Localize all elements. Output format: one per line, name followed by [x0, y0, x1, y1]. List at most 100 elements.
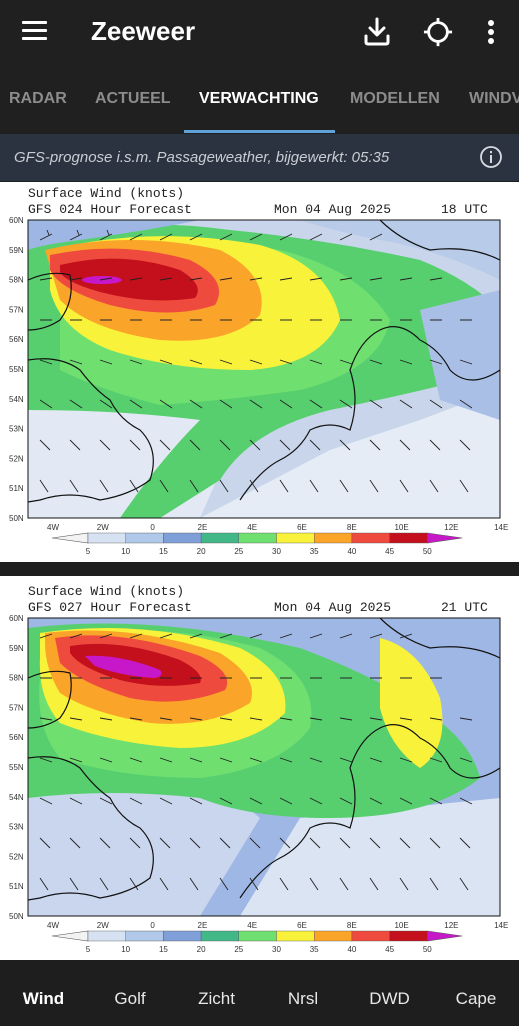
legend-swatch — [389, 532, 428, 544]
legend-swatch — [200, 930, 240, 942]
tab-bar: RADAR ACTUEEL VERWACHTING MODELLEN WINDV — [0, 66, 519, 134]
lat-tick-label: 55N — [9, 365, 24, 374]
lat-tick-label: 59N — [9, 246, 24, 255]
download-icon[interactable] — [362, 16, 392, 48]
lat-tick-label: 57N — [9, 305, 24, 314]
legend-swatch — [351, 930, 390, 942]
legend-swatch — [200, 532, 240, 544]
forecast-info-text: GFS-prognose i.s.m. Passageweather, bijg… — [14, 149, 390, 166]
legend-tick-label: 5 — [86, 945, 91, 954]
lon-tick-label: 4W — [47, 921, 59, 930]
legend-tick-label: 30 — [272, 945, 281, 954]
coastlines — [27, 219, 501, 503]
legend-swatch — [351, 532, 390, 544]
nav-cape[interactable]: Cape — [455, 989, 497, 1008]
lat-tick-label: 60N — [9, 614, 24, 623]
map-forecast: GFS 024 Hour Forecast — [28, 202, 192, 217]
coastlines — [27, 617, 501, 901]
lon-tick-label: 6E — [297, 921, 307, 930]
lat-tick-label: 55N — [9, 763, 24, 772]
tab-verwachting[interactable]: VERWACHTING — [199, 90, 319, 107]
nav-wind[interactable]: Wind — [22, 989, 65, 1008]
lat-tick-label: 52N — [9, 454, 24, 463]
app-bar: Zeeweer — [0, 0, 519, 66]
lat-tick-label: 57N — [9, 703, 24, 712]
tab-modellen[interactable]: MODELLEN — [350, 90, 440, 107]
lat-tick-label: 60N — [9, 216, 24, 225]
legend-tick-label: 45 — [385, 547, 394, 556]
legend-swatch — [87, 930, 126, 942]
legend-swatch — [314, 532, 353, 544]
map-time: 18 UTC — [441, 202, 488, 217]
legend-swatch — [125, 930, 164, 942]
lat-tick-label: 54N — [9, 793, 24, 802]
lat-tick-label: 51N — [9, 484, 24, 493]
more-vert-icon[interactable] — [478, 16, 504, 48]
lon-tick-label: 14E — [494, 523, 508, 532]
legend-tick-label: 15 — [159, 945, 168, 954]
legend-tick-label: 50 — [423, 547, 432, 556]
lat-tick-label: 52N — [9, 852, 24, 861]
nav-zicht[interactable]: Zicht — [198, 989, 235, 1008]
legend-swatch — [238, 532, 277, 544]
legend-swatch — [163, 532, 202, 544]
nav-dwd[interactable]: DWD — [369, 989, 410, 1008]
legend-tick-label: 40 — [347, 945, 356, 954]
forecast-map-1[interactable]: Surface Wind (knots) GFS 024 Hour Foreca… — [0, 182, 519, 562]
info-icon[interactable] — [479, 145, 503, 169]
tab-radar[interactable]: RADAR — [9, 90, 67, 107]
map-time: 21 UTC — [441, 600, 488, 615]
lon-tick-label: 4E — [247, 523, 257, 532]
tab-actueel[interactable]: ACTUEEL — [95, 90, 171, 107]
lon-axis: 4W 2W 0 2E 4E 6E 8E 10E 12E 14E — [47, 921, 508, 930]
app-title: Zeeweer — [91, 16, 196, 46]
legend-swatch — [389, 930, 428, 942]
legend-tick-label: 20 — [197, 945, 206, 954]
lon-tick-label: 8E — [347, 921, 357, 930]
lon-tick-label: 8E — [347, 523, 357, 532]
forecast-map-2[interactable]: Surface Wind (knots) GFS 027 Hour Foreca… — [0, 576, 519, 960]
nav-golf[interactable]: Golf — [114, 989, 146, 1008]
map-date: Mon 04 Aug 2025 — [274, 600, 391, 615]
lon-tick-label: 2W — [97, 523, 109, 532]
lon-tick-label: 6E — [297, 523, 307, 532]
bottom-nav: Wind Golf Zicht Nrsl DWD Cape — [0, 972, 519, 1024]
menu-icon[interactable] — [22, 21, 48, 43]
locate-icon[interactable] — [423, 16, 453, 48]
legend-tick-label: 5 — [86, 547, 91, 556]
lon-tick-label: 0 — [150, 523, 155, 532]
lon-tick-label: 12E — [444, 921, 458, 930]
legend-swatch — [314, 930, 353, 942]
lon-tick-label: 10E — [394, 921, 408, 930]
legend-tick-label: 50 — [423, 945, 432, 954]
lon-tick-label: 0 — [150, 921, 155, 930]
lat-tick-label: 59N — [9, 644, 24, 653]
tab-windv[interactable]: WINDV — [469, 90, 519, 107]
legend-arrow-right — [427, 930, 463, 942]
nav-nrsl[interactable]: Nrsl — [287, 989, 319, 1008]
forecast-map-panel-2: Surface Wind (knots) GFS 027 Hour Foreca… — [0, 576, 519, 960]
lat-tick-label: 58N — [9, 276, 24, 285]
lat-tick-label: 50N — [9, 514, 24, 523]
legend-swatch — [276, 930, 315, 942]
lon-tick-label: 4E — [247, 921, 257, 930]
map-title: Surface Wind (knots) — [28, 584, 184, 599]
legend-swatch — [163, 930, 202, 942]
lon-axis: 4W 2W 0 2E 4E 6E 8E 10E 12E 14E — [47, 523, 508, 532]
legend-tick-label: 20 — [197, 547, 206, 556]
lat-tick-label: 53N — [9, 823, 24, 832]
lon-tick-label: 10E — [394, 523, 408, 532]
legend-tick-label: 35 — [310, 547, 319, 556]
legend-tick-label: 25 — [234, 945, 243, 954]
legend-tick-label: 45 — [385, 945, 394, 954]
lat-tick-label: 56N — [9, 733, 24, 742]
legend-swatch — [87, 532, 126, 544]
map-date: Mon 04 Aug 2025 — [274, 202, 391, 217]
legend-arrow-left — [51, 532, 89, 544]
lat-tick-label: 56N — [9, 335, 24, 344]
forecast-map-panel-1: Surface Wind (knots) GFS 024 Hour Foreca… — [0, 182, 519, 562]
lat-tick-label: 58N — [9, 674, 24, 683]
wind-barbs — [39, 633, 473, 891]
wind-field — [28, 220, 500, 518]
legend-tick-label: 10 — [121, 547, 130, 556]
